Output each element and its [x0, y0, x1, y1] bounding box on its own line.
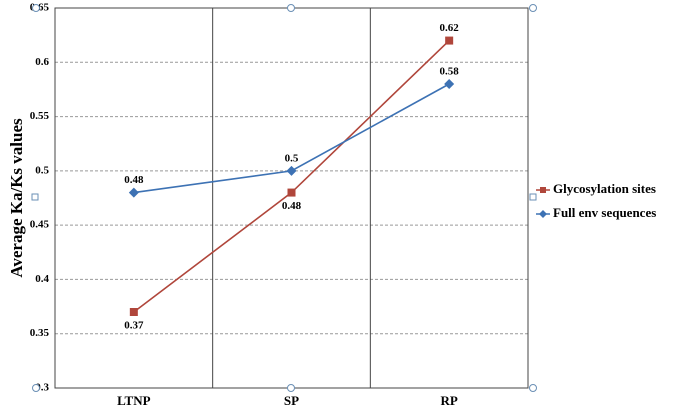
y-tick-label: 0.4	[35, 273, 49, 285]
y-tick-label: 0.6	[35, 56, 49, 68]
data-label: 0.48	[124, 174, 144, 186]
series-line	[133, 83, 450, 194]
series-line	[133, 39, 450, 313]
x-tick-label: LTNP	[117, 393, 151, 408]
data-label: 0.5	[285, 152, 299, 164]
y-tick-label: 0.35	[30, 327, 50, 339]
marker	[128, 187, 139, 198]
data-label: 0.48	[282, 200, 302, 212]
selection-handles	[31, 4, 537, 392]
legend-label: Glycosylation sites	[553, 181, 656, 196]
marker	[129, 308, 138, 316]
data-label: 0.58	[440, 66, 460, 78]
x-tick-label: RP	[440, 393, 457, 408]
legend-label: Full env sequences	[553, 205, 656, 220]
marker	[287, 188, 296, 197]
y-axis-title: Average Ka/Ks values	[7, 118, 26, 278]
y-tick-label: 0.5	[35, 164, 49, 176]
data-label: 0.62	[440, 22, 460, 34]
y-tick-label: 0.55	[30, 110, 50, 122]
data-label: 0.37	[124, 320, 144, 332]
marker	[286, 165, 297, 176]
marker	[445, 36, 454, 45]
x-tick-label: SP	[284, 393, 299, 408]
marker	[444, 79, 455, 89]
y-tick-label: 0.45	[30, 219, 50, 231]
